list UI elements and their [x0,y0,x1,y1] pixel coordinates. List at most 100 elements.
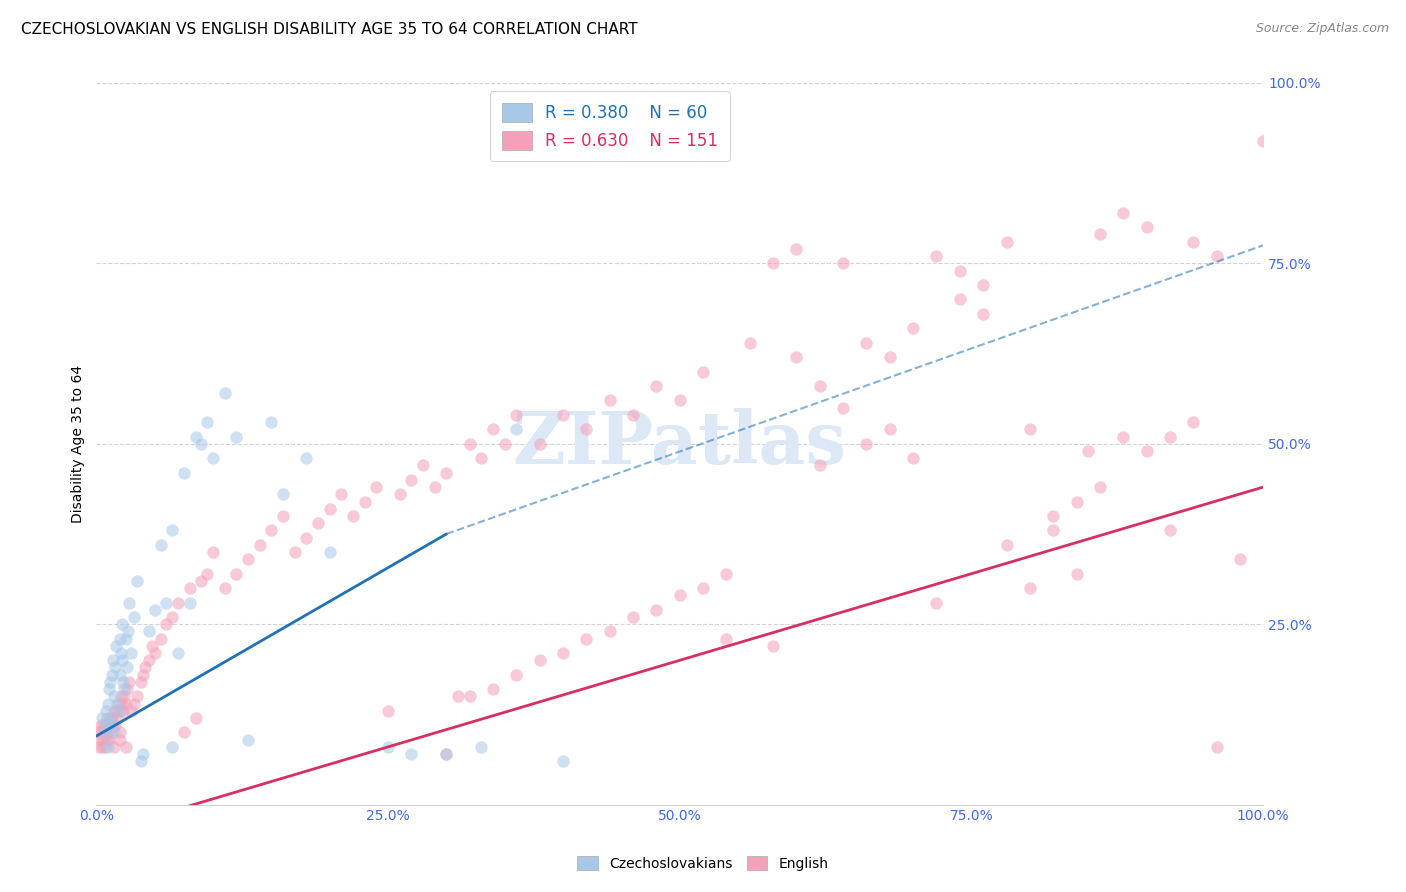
Point [307,516,329,531]
Point [436,747,458,761]
Point [1077,444,1099,458]
Point [482,422,505,436]
Point [505,667,527,681]
Point [143,646,166,660]
Point [93,725,115,739]
Point [505,408,527,422]
Point [98,682,121,697]
Point [111,653,134,667]
Point [494,437,516,451]
Point [949,263,972,277]
Point [122,610,145,624]
Point [551,646,574,660]
Point [901,321,924,335]
Point [129,674,152,689]
Legend: Czechoslovakians, English: Czechoslovakians, English [572,850,834,876]
Point [214,581,236,595]
Point [1135,220,1157,235]
Point [155,617,177,632]
Point [645,603,668,617]
Point [925,596,948,610]
Point [149,538,172,552]
Point [173,725,195,739]
Point [505,422,527,436]
Point [716,632,738,646]
Point [114,632,136,646]
Point [645,379,668,393]
Point [785,242,807,256]
Point [93,732,115,747]
Point [155,596,177,610]
Point [295,531,318,545]
Point [202,545,225,559]
Point [1251,134,1274,148]
Point [173,466,195,480]
Point [98,711,121,725]
Point [100,711,122,725]
Point [1135,444,1157,458]
Point [112,704,135,718]
Point [995,538,1018,552]
Point [762,256,785,270]
Text: CZECHOSLOVAKIAN VS ENGLISH DISABILITY AGE 35 TO 64 CORRELATION CHART: CZECHOSLOVAKIAN VS ENGLISH DISABILITY AG… [21,22,638,37]
Point [808,379,831,393]
Point [138,653,160,667]
Point [184,711,207,725]
Point [436,747,458,761]
Point [101,653,124,667]
Point [100,725,122,739]
Point [129,754,152,768]
Point [96,711,118,725]
Point [111,617,134,632]
Point [901,451,924,466]
Y-axis label: Disability Age 35 to 64: Disability Age 35 to 64 [72,365,86,523]
Point [551,754,574,768]
Point [108,667,131,681]
Point [1088,480,1111,494]
Point [94,718,117,732]
Point [284,545,307,559]
Point [808,458,831,473]
Point [470,451,492,466]
Point [93,718,115,732]
Point [1112,206,1135,220]
Point [319,501,342,516]
Point [529,437,551,451]
Point [167,596,190,610]
Text: ZIPatlas: ZIPatlas [513,409,846,479]
Point [692,365,714,379]
Point [401,473,423,487]
Legend: R = 0.380    N = 60, R = 0.630    N = 151: R = 0.380 N = 60, R = 0.630 N = 151 [489,91,730,161]
Point [110,646,132,660]
Point [120,646,142,660]
Point [1042,508,1064,523]
Point [105,711,128,725]
Point [132,747,155,761]
Point [96,732,118,747]
Point [1042,524,1064,538]
Point [112,682,135,697]
Point [330,487,353,501]
Point [132,667,155,681]
Point [377,739,399,754]
Point [353,494,375,508]
Point [112,674,135,689]
Point [470,739,492,754]
Point [692,581,714,595]
Point [190,437,212,451]
Point [91,711,114,725]
Point [160,610,183,624]
Point [738,335,761,350]
Point [98,718,121,732]
Point [1018,422,1040,436]
Point [1182,235,1205,249]
Point [225,429,247,443]
Point [482,682,505,697]
Point [995,235,1018,249]
Point [1159,429,1181,443]
Point [249,538,271,552]
Point [160,524,183,538]
Point [785,350,807,364]
Point [599,624,621,639]
Point [388,487,411,501]
